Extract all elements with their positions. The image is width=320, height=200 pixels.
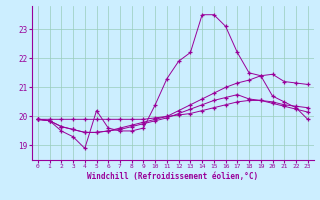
X-axis label: Windchill (Refroidissement éolien,°C): Windchill (Refroidissement éolien,°C) <box>87 172 258 181</box>
